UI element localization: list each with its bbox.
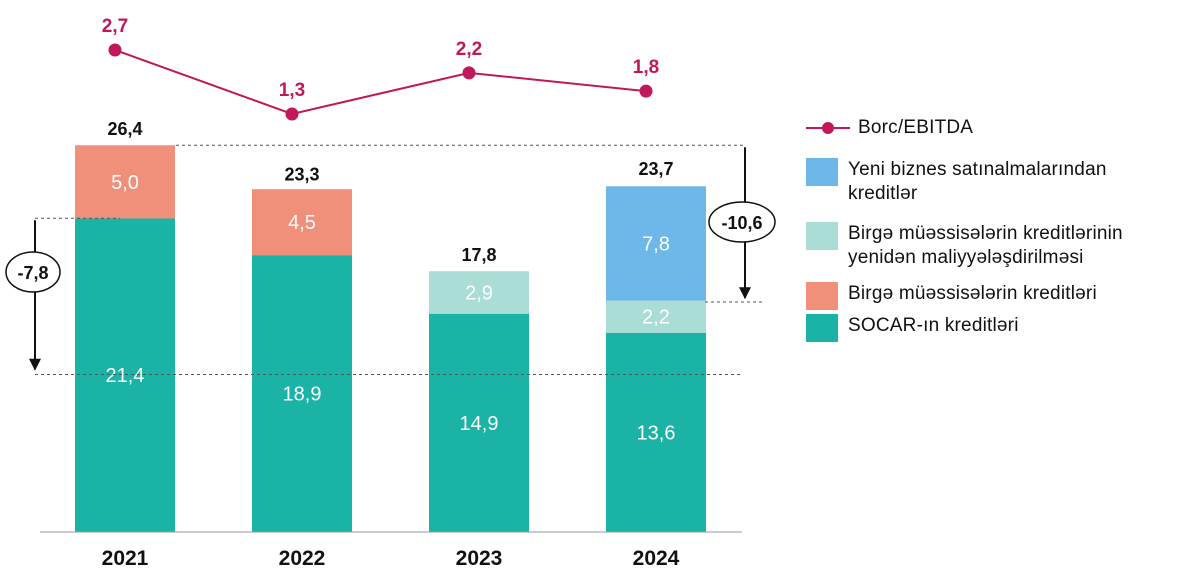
bar-total-label: 23,7 [638, 159, 673, 179]
x-tick-label: 2023 [456, 547, 503, 570]
bar-total-label: 26,4 [107, 119, 142, 139]
bar-value-label: 5,0 [111, 172, 139, 194]
x-tick-label: 2022 [279, 547, 326, 570]
bar-value-label: 7,8 [642, 233, 670, 255]
reduction-badge [5, 251, 61, 293]
borc-ebitda-value-label: 1,8 [633, 57, 659, 78]
bar-segment-2022-s0 [252, 255, 352, 533]
bar-value-label: 21,4 [106, 365, 145, 387]
borc-ebitda-point [462, 66, 476, 80]
bar-value-label: 14,9 [460, 413, 499, 435]
reduction-badge-label: -10,6 [721, 213, 762, 233]
borc-ebitda-value-label: 2,7 [102, 16, 128, 37]
bar-segment-2022-s1 [252, 189, 352, 256]
borc-ebitda-line [114, 49, 647, 116]
borc-ebitda-value-label: 2,2 [456, 39, 482, 60]
bar-segment-2024-s0 [606, 332, 706, 532]
bar-segment-2023-s0 [429, 313, 529, 532]
bar-segment-2021-s1 [75, 145, 175, 219]
bar-total-label: 17,8 [461, 245, 496, 265]
reduction-badge [708, 201, 776, 243]
bar-segment-2023-s2 [429, 271, 529, 314]
borc-ebitda-point [639, 84, 653, 98]
borc-ebitda-point [285, 107, 299, 121]
bar-segment-2024-s3 [606, 186, 706, 301]
reduction-badge-label: -7,8 [17, 263, 48, 283]
x-tick-label: 2021 [102, 547, 149, 570]
borc-ebitda-point [108, 43, 122, 57]
bar-segment-2021-s0 [75, 218, 175, 533]
bar-value-label: 4,5 [288, 212, 316, 234]
bar-segment-2024-s2 [606, 300, 706, 333]
bar-total-label: 23,3 [284, 165, 319, 185]
bar-value-label: 18,9 [283, 384, 322, 406]
x-tick-label: 2024 [633, 547, 680, 570]
borc-ebitda-value-label: 1,3 [279, 80, 305, 101]
bar-value-label: 13,6 [637, 422, 676, 444]
bar-value-label: 2,9 [465, 282, 493, 304]
bar-value-label: 2,2 [642, 307, 670, 329]
